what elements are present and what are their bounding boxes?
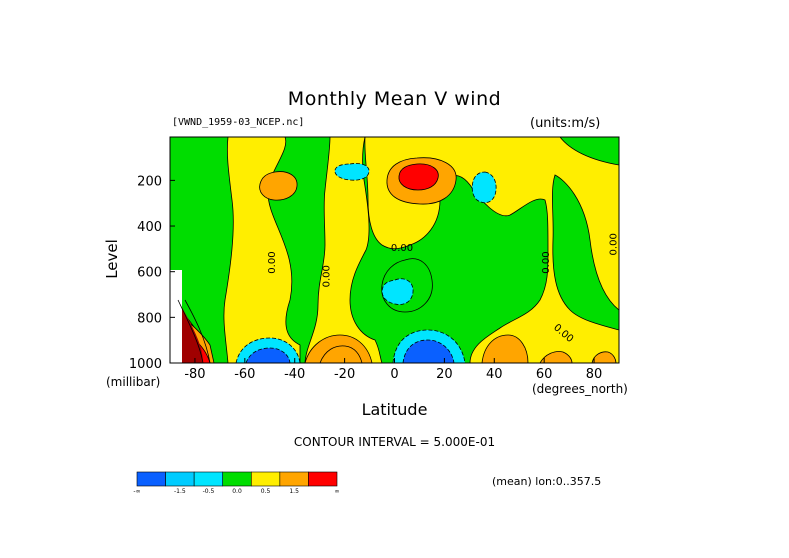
dark-red-core xyxy=(178,300,203,363)
red-core xyxy=(398,163,439,191)
orange-region xyxy=(259,171,298,201)
colorbar-label: -1.5 xyxy=(174,488,186,495)
contour-line xyxy=(319,345,363,363)
mean-info-label: (mean) lon:0..357.5 xyxy=(492,475,602,488)
y-tick-label: 200 xyxy=(137,174,162,189)
x-tick-label: -20 xyxy=(334,367,355,382)
orange-region xyxy=(591,351,617,363)
colorbar-swatch xyxy=(136,471,166,487)
x-axis-label: Latitude xyxy=(361,400,428,419)
colorbar-label: 1.5 xyxy=(289,488,299,495)
orange-region xyxy=(481,334,529,363)
colorbar-label: 0.5 xyxy=(261,488,271,495)
x-tick-label: 0 xyxy=(390,367,398,382)
x-axis-units: (degrees_north) xyxy=(532,382,628,396)
colorbar-swatch xyxy=(308,471,338,487)
x-tick-label: 40 xyxy=(486,367,503,382)
chart-title: Monthly Mean V wind xyxy=(287,88,502,110)
y-tick-label: 800 xyxy=(137,311,162,326)
cyan-region xyxy=(334,163,370,181)
contour-line xyxy=(177,299,211,363)
y-tick-label: 600 xyxy=(137,266,162,281)
missing-data-region xyxy=(170,270,182,363)
colorbar-label: 0.0 xyxy=(232,488,242,495)
colorbar-swatch xyxy=(222,471,252,487)
colorbar-swatch xyxy=(250,471,281,487)
y-tick-label: 400 xyxy=(137,220,162,235)
contour-label: 0.00 xyxy=(391,243,413,254)
colorbar-label: -∞ xyxy=(133,488,140,495)
plot-area xyxy=(170,137,619,363)
dataset-label: [VWND_1959-03_NCEP.nc] xyxy=(172,117,305,128)
colorbar-swatch xyxy=(193,471,224,487)
x-tick-label: -40 xyxy=(284,367,305,382)
colorbar-swatch xyxy=(279,471,309,487)
y-tick-label: 1000 xyxy=(129,357,162,372)
cyan-region xyxy=(381,278,414,305)
orange-region xyxy=(304,334,373,363)
x-tick-label: 80 xyxy=(586,367,603,382)
cyan-region xyxy=(471,171,497,204)
x-axis: -80 -60 -40 -20 0 20 40 60 80 xyxy=(184,358,602,382)
x-tick-label: 20 xyxy=(436,367,453,382)
orange-region xyxy=(539,351,573,363)
colorbar-swatch xyxy=(165,471,195,487)
negative-region xyxy=(552,174,619,331)
blue-region xyxy=(402,339,455,363)
contour-label: 0.00 xyxy=(322,265,333,287)
colorbar-label: ∞ xyxy=(335,488,340,495)
contour-label: 0.00 xyxy=(541,251,552,273)
blue-region xyxy=(245,347,291,363)
contour-interval-label: CONTOUR INTERVAL = 5.000E-01 xyxy=(293,435,496,449)
contour-label: 0.00 xyxy=(609,233,620,255)
units-label: (units:m/s) xyxy=(530,116,601,131)
y-axis: 200 400 600 800 1000 xyxy=(129,174,175,372)
colorbar-label: -0.5 xyxy=(203,488,215,495)
colorbar: -∞ -1.5 -0.5 0.0 0.5 1.5 ∞ xyxy=(133,471,340,495)
x-tick-label: -80 xyxy=(184,367,205,382)
y-axis-units: (millibar) xyxy=(106,375,161,389)
x-tick-label: 60 xyxy=(536,367,553,382)
x-tick-label: -60 xyxy=(234,367,255,382)
contour-label: 0.00 xyxy=(267,251,278,273)
